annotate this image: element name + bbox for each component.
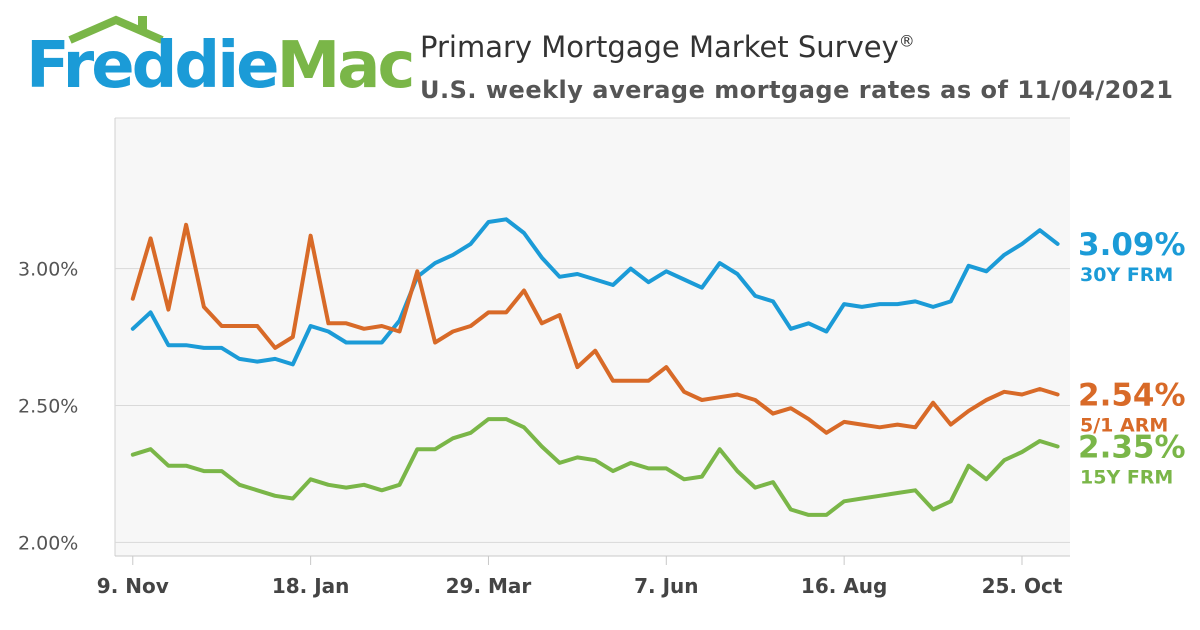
x-tick-label-1: 18. Jan (272, 574, 350, 598)
x-tick-label-0: 9. Nov (97, 574, 169, 598)
logo-freddie-text: Freddie (26, 29, 280, 103)
end-series-name-2: 15Y FRM (1080, 467, 1173, 489)
y-tick-label-1: 2.50% (18, 395, 78, 417)
logo-mac-text: Mac (276, 29, 416, 103)
y-tick-label-2: 3.00% (18, 259, 78, 281)
series-line-2 (130, 417, 1060, 517)
end-value-label-1: 2.54% (1078, 377, 1186, 413)
end-value-label-2: 2.35% (1078, 430, 1186, 466)
chart-subtitle: U.S. weekly average mortgage rates as of… (420, 76, 1174, 104)
x-tick-label-4: 16. Aug (801, 574, 887, 598)
end-value-label-0: 3.09% (1078, 227, 1186, 263)
house-roof-icon (68, 15, 164, 44)
end-series-name-1: 5/1 ARM (1080, 414, 1168, 436)
end-series-name-0: 30Y FRM (1080, 264, 1173, 286)
freddie-mac-logo: FreddieMac (26, 14, 415, 110)
registered-mark: ® (898, 31, 915, 51)
series-line-0 (130, 217, 1060, 367)
y-tick-label-0: 2.00% (18, 532, 78, 554)
x-tick-label-3: 7. Jun (634, 574, 698, 598)
x-tick-label-5: 25. Oct (982, 574, 1063, 598)
chart-title: Primary Mortgage Market Survey® (420, 30, 915, 64)
series-line-1 (130, 222, 1060, 435)
plot-background (115, 118, 1070, 556)
x-tick-label-2: 29. Mar (446, 574, 532, 598)
chart-title-text: Primary Mortgage Market Survey (420, 30, 899, 64)
